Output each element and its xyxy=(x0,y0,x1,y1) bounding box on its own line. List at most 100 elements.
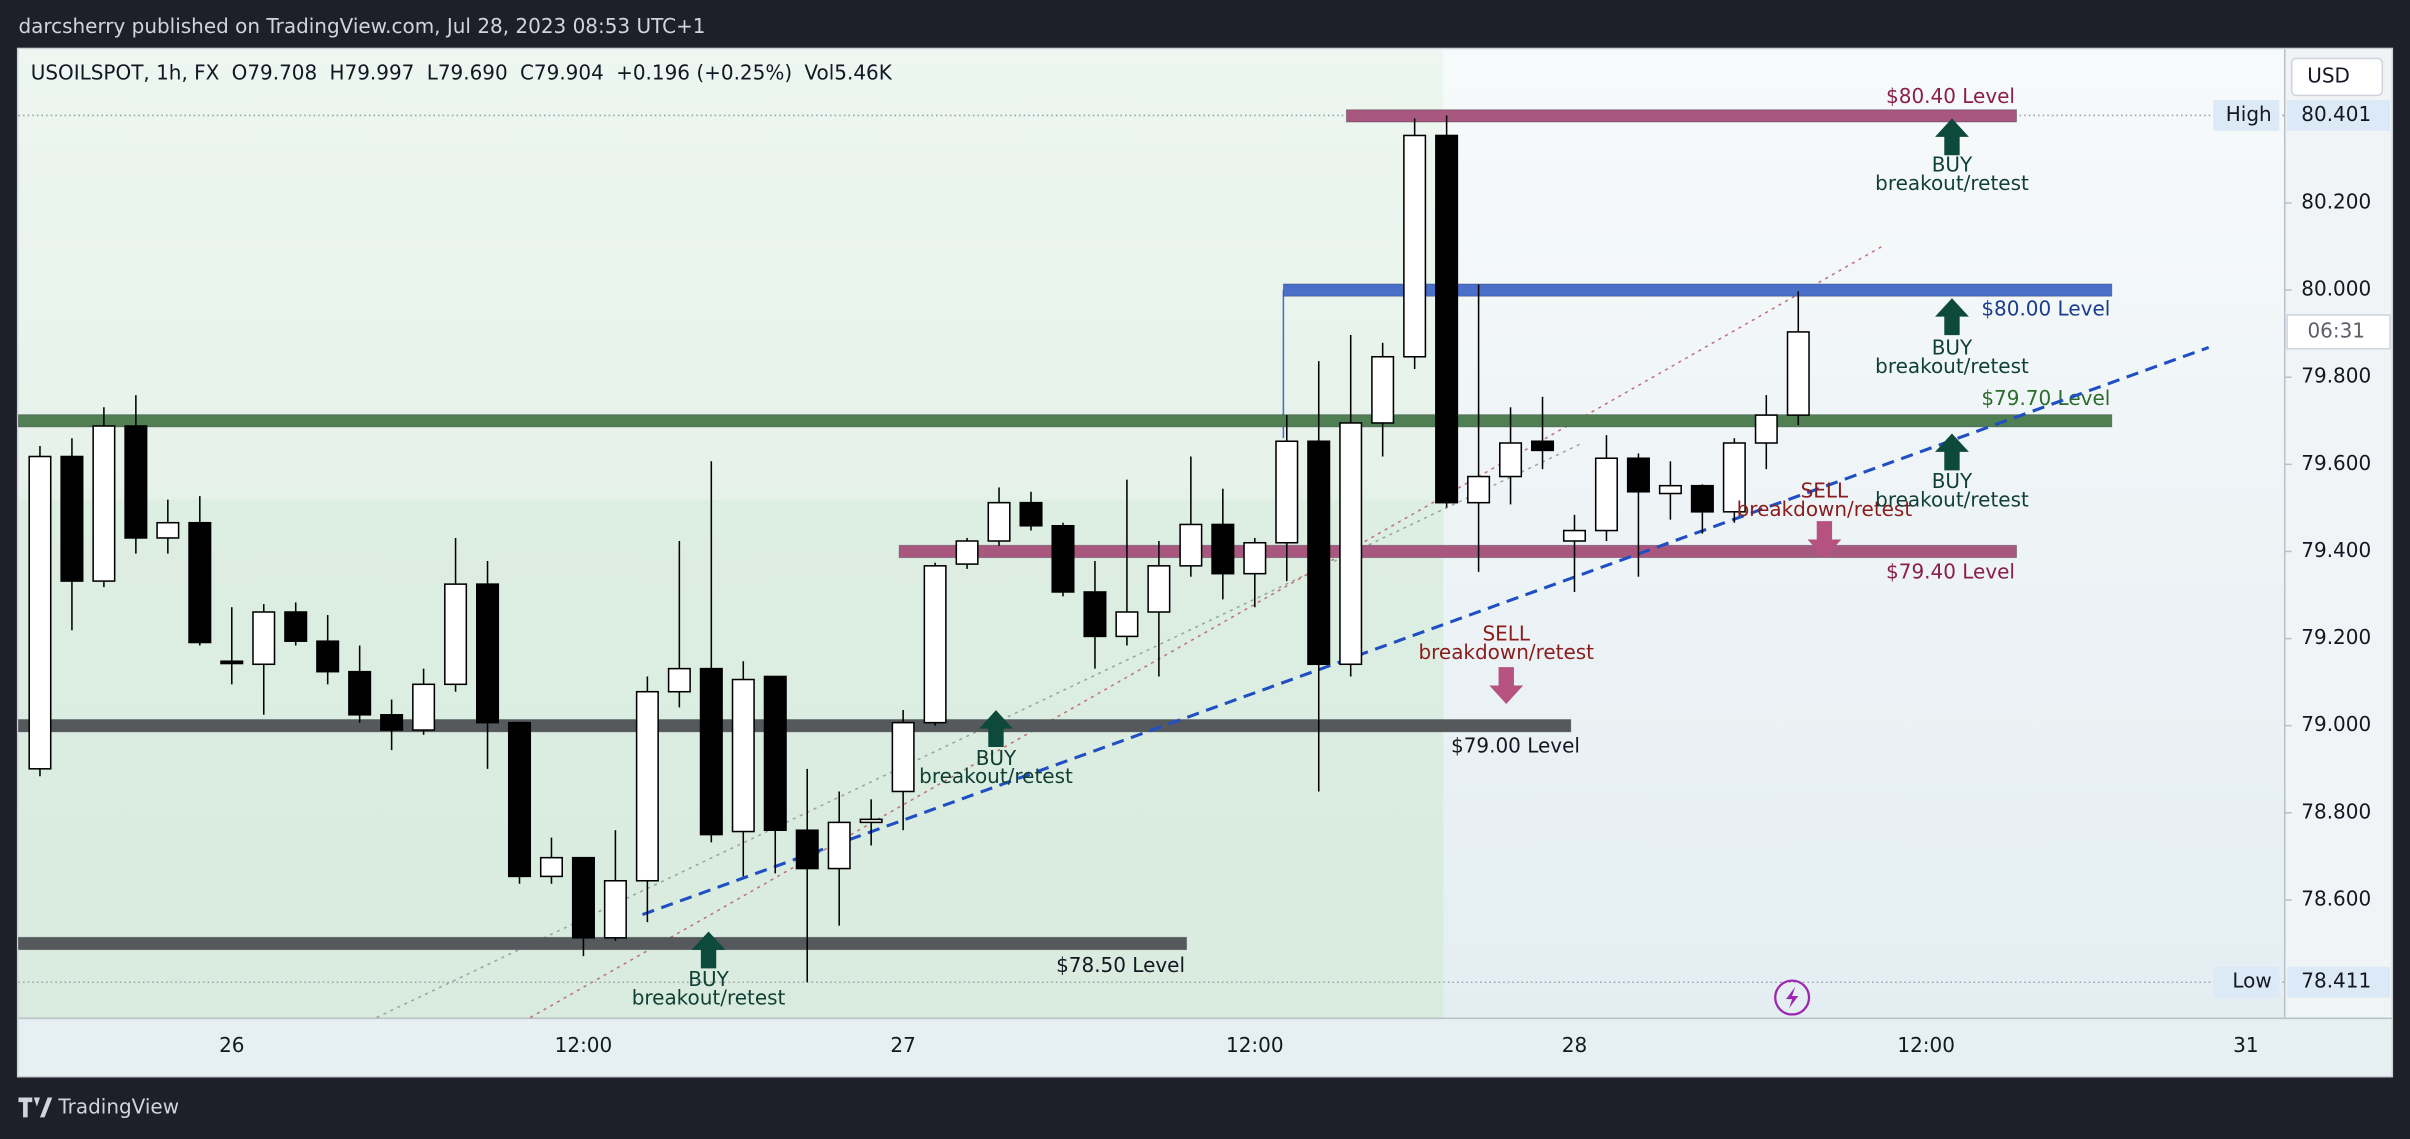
level-band xyxy=(17,936,1188,951)
plot: USOILSPOT, 1h, FX O79.708 H79.997 L79.690 C7… xyxy=(17,57,2391,1057)
x-tick-label: 12:00 xyxy=(1226,1033,1284,1057)
marker-value-box xyxy=(2287,966,2391,998)
level-band xyxy=(1282,283,2113,297)
candle-body xyxy=(891,721,915,793)
candle-body xyxy=(316,640,340,673)
marker-label: Low xyxy=(2232,969,2271,993)
level-label: $80.40 Level xyxy=(1886,84,2015,108)
trend-line xyxy=(529,245,1884,1019)
level-label: $79.40 Level xyxy=(1886,559,2015,583)
legend-item: Vol5.46K xyxy=(804,60,892,84)
signal-label: BUY xyxy=(1932,153,1973,177)
y-tick-label: 80.200 xyxy=(2301,189,2371,213)
marker-label-box xyxy=(2213,966,2280,998)
footer-logo xyxy=(18,1097,53,1118)
candle-body xyxy=(1594,457,1618,532)
candle-body xyxy=(380,714,404,731)
signal-detail: breakout/retest xyxy=(919,764,1073,788)
candle-body xyxy=(1722,442,1746,513)
candle-body xyxy=(60,455,84,582)
y-tick-label: 79.400 xyxy=(2301,538,2371,562)
candle-body xyxy=(1435,134,1459,504)
countdown-box xyxy=(2286,314,2391,350)
candle-body xyxy=(1690,484,1714,513)
candle-body xyxy=(188,521,212,644)
candle-body xyxy=(124,425,148,539)
candle-body xyxy=(1371,355,1395,424)
legend-item: H79.997 xyxy=(330,60,415,84)
marker-label-box xyxy=(2213,100,2280,131)
candle-body xyxy=(731,678,755,833)
x-tick-label: 31 xyxy=(2233,1033,2258,1057)
alert-icon[interactable] xyxy=(1774,979,1811,1016)
candle-body xyxy=(667,667,691,693)
price-axis xyxy=(2285,49,2392,1018)
signal-detail: breakout/retest xyxy=(1875,354,2029,378)
y-tick-label: 78.600 xyxy=(2301,886,2371,910)
y-tick-label: 79.000 xyxy=(2301,712,2371,736)
signal-arrow xyxy=(1935,118,1969,156)
alert-icon-bolt xyxy=(1785,986,1799,1009)
candle-body xyxy=(444,583,468,686)
candle-body xyxy=(92,425,116,582)
candle-body xyxy=(539,856,563,878)
signal-label: BUY xyxy=(688,967,729,991)
level-band xyxy=(17,719,1572,733)
candle-body xyxy=(987,501,1011,542)
level-band xyxy=(898,544,2017,559)
level-band xyxy=(17,414,2113,428)
marker-value: 80.401 xyxy=(2301,102,2371,126)
signal-arrow xyxy=(1935,298,1969,336)
candle-body xyxy=(1658,484,1682,495)
level-label: $78.50 Level xyxy=(1056,953,1185,977)
candle-body xyxy=(1499,442,1523,478)
candle-body xyxy=(1467,475,1491,504)
candle-body xyxy=(507,721,532,878)
candle-body xyxy=(1243,541,1267,575)
candle-body xyxy=(1019,501,1043,527)
level-label: $80.00 Level xyxy=(1981,297,2110,321)
currency: USD xyxy=(2307,63,2350,87)
currency-box xyxy=(2290,57,2384,97)
candle-body xyxy=(284,611,308,642)
candle-body xyxy=(348,670,372,716)
legend-item: L79.690 xyxy=(427,60,508,84)
candle-body xyxy=(635,690,659,882)
candle-body xyxy=(1275,440,1299,544)
signal-detail: breakout/retest xyxy=(1875,488,2029,512)
candle-body xyxy=(412,683,436,731)
marker-value: 78.411 xyxy=(2301,969,2371,993)
candle-body xyxy=(1403,134,1427,358)
candle-body xyxy=(699,667,723,836)
candle-body xyxy=(476,583,500,724)
brand: TradingView xyxy=(57,1095,179,1119)
candle-body xyxy=(156,521,180,539)
signal-label: SELL xyxy=(1482,621,1530,645)
signal-detail: breakdown/retest xyxy=(1418,640,1594,664)
x-tick-label: 26 xyxy=(219,1033,244,1057)
signal-label: SELL xyxy=(1801,478,1849,502)
candle-body xyxy=(795,829,819,870)
candle-body xyxy=(763,675,787,831)
legend-item: O79.708 xyxy=(232,60,318,84)
marker-label: High xyxy=(2226,102,2272,126)
signal-label: BUY xyxy=(1932,469,1973,493)
y-tick-label: 79.800 xyxy=(2301,364,2371,388)
y-tick-label: 80.000 xyxy=(2301,277,2371,301)
signal-detail: breakout/retest xyxy=(1875,171,2029,195)
signal-detail: breakdown/retest xyxy=(1737,497,1913,521)
y-tick-label: 78.800 xyxy=(2301,799,2371,823)
candle-body xyxy=(1562,529,1587,542)
level-label: $79.00 Level xyxy=(1451,734,1580,758)
candle-body xyxy=(220,660,244,665)
candle-body xyxy=(1147,565,1171,613)
candle-body xyxy=(1339,422,1363,666)
y-tick-label: 79.600 xyxy=(2301,451,2371,475)
candle-body xyxy=(28,455,52,770)
signal-label: BUY xyxy=(1932,335,1973,359)
candle-body xyxy=(252,611,276,666)
signal-label: BUY xyxy=(976,746,1017,770)
legend-item: C79.904 xyxy=(520,60,604,84)
